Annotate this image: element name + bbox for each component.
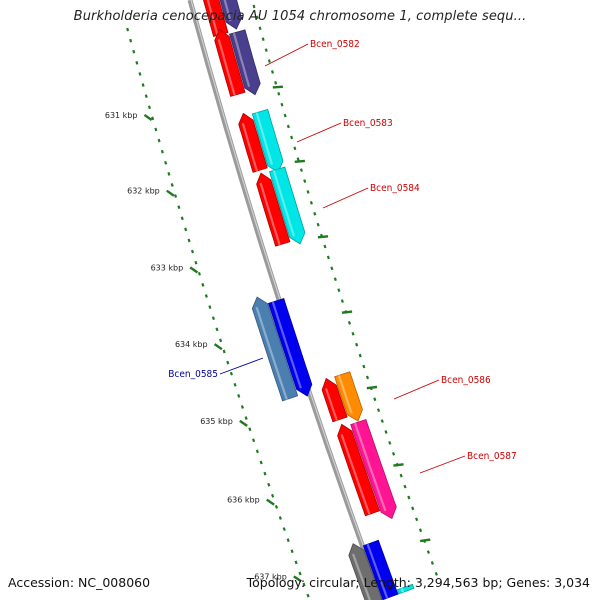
- gene-feature-red[interactable]: [238, 112, 268, 173]
- kbp-tick-label: 632 kbp: [127, 187, 160, 196]
- kbp-tick-label: 634 kbp: [175, 340, 208, 349]
- kbp-tick-label: 636 kbp: [227, 496, 260, 505]
- kbp-tick-label: 631 kbp: [105, 111, 138, 120]
- ruler-dots-inner: [126, 27, 310, 598]
- gene-feature-gray[interactable]: [348, 543, 383, 600]
- gene-feature-red[interactable]: [321, 377, 348, 423]
- gene-feature-cyan[interactable]: [251, 108, 284, 173]
- map-title: Burkholderia cenocepacia AU 1054 chromos…: [73, 9, 527, 24]
- kbp-ticks: 631 kbp 632 kbp 633 kbp 634 kbp 635 kbp 636 k…: [105, 85, 431, 583]
- topology-summary: Topology: circular; Length: 3,294,563 bp…: [246, 575, 590, 590]
- gene-feature-cyan[interactable]: [269, 166, 306, 245]
- gene-label-bcen_0585[interactable]: Bcen_0585: [168, 357, 264, 380]
- gene-feature-red[interactable]: [214, 28, 246, 97]
- gene-feature-cyan[interactable]: [396, 583, 415, 595]
- kbp-tick-label: 637 kbp: [254, 572, 287, 581]
- gene-label-bcen_0583[interactable]: Bcen_0583: [296, 118, 393, 143]
- gene-label-bcen_0582[interactable]: Bcen_0582: [264, 39, 360, 67]
- svg-text:Bcen_0582: Bcen_0582: [310, 39, 360, 50]
- gene-feature-steelblue[interactable]: [251, 296, 299, 402]
- gene-label-bcen_0584[interactable]: Bcen_0584: [322, 183, 420, 209]
- gene-feature-blue[interactable]: [267, 297, 313, 397]
- gene-feature-orange[interactable]: [334, 371, 363, 422]
- gene-feature-red[interactable]: [256, 172, 291, 247]
- gene-label-bcen_0587[interactable]: Bcen_0587: [419, 451, 517, 474]
- svg-text:Bcen_0585: Bcen_0585: [168, 369, 218, 380]
- gene-feature-blue[interactable]: [362, 539, 399, 600]
- kbp-tick-label: 633 kbp: [151, 263, 184, 272]
- gene-label-bcen_0586[interactable]: Bcen_0586: [393, 375, 491, 400]
- kbp-tick-label: 635 kbp: [200, 417, 233, 426]
- svg-text:Bcen_0584: Bcen_0584: [370, 183, 420, 194]
- gene-feature-red[interactable]: [203, 0, 229, 37]
- svg-text:Bcen_0586: Bcen_0586: [441, 375, 491, 386]
- gene-feature-red[interactable]: [337, 423, 381, 517]
- gene-feature-pink[interactable]: [350, 418, 397, 520]
- gene-feature-navy[interactable]: [229, 29, 261, 96]
- chromosome-backbone: [187, 0, 385, 600]
- svg-text:Bcen_0587: Bcen_0587: [467, 451, 517, 462]
- svg-text:Bcen_0583: Bcen_0583: [343, 118, 393, 129]
- accession-text: Accession: NC_008060: [8, 575, 151, 590]
- gene-feature-navy[interactable]: [218, 0, 243, 30]
